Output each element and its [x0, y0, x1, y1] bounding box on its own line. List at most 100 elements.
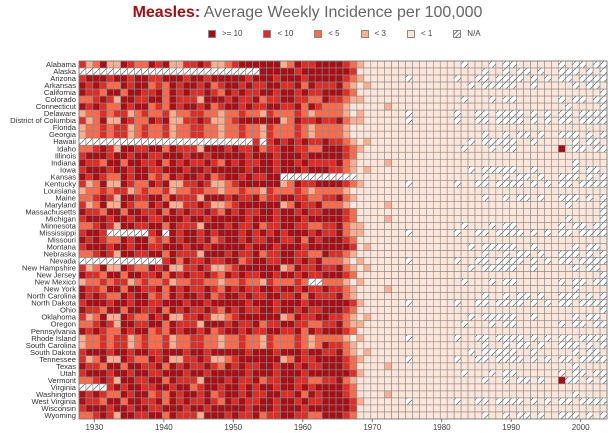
heatmap-cell: [460, 187, 469, 195]
heatmap-cell: [266, 243, 274, 251]
heatmap-cell: [516, 362, 524, 371]
heatmap-cell: [544, 102, 552, 111]
heatmap-cell: [433, 362, 441, 371]
heatmap-cell: [85, 102, 94, 111]
heatmap-cell: [113, 404, 121, 413]
heatmap-cell: [453, 187, 462, 195]
heatmap-cell: [224, 383, 233, 392]
heatmap-cell: [85, 187, 94, 195]
heatmap-cell: [516, 369, 524, 378]
heatmap-cell: [412, 278, 420, 286]
heatmap-cell: [433, 60, 441, 69]
heatmap-cell: [307, 383, 316, 392]
heatmap-cell: [280, 369, 288, 378]
heatmap-cell: [523, 306, 531, 315]
heatmap-cell: [488, 404, 497, 413]
heatmap-cell: [356, 215, 365, 223]
heatmap-cell: [412, 208, 420, 216]
heatmap-cell: [328, 292, 337, 300]
heatmap-cell: [419, 320, 427, 329]
heatmap-cell: [155, 158, 163, 167]
heatmap-cell: [502, 299, 511, 307]
heatmap-cell: [280, 60, 288, 69]
heatmap-cell: [141, 173, 149, 181]
heatmap-cell: [460, 362, 469, 371]
heatmap-cell: [99, 369, 108, 378]
heatmap-cell: [502, 137, 511, 146]
heatmap-cell: [363, 95, 372, 104]
heatmap-cell: [599, 194, 608, 202]
state-label: District of Columbia: [10, 116, 77, 125]
heatmap-cell: [398, 285, 406, 293]
heatmap-cell: [301, 187, 309, 195]
heatmap-cell: [363, 74, 372, 83]
heatmap-cell: [412, 130, 420, 139]
heatmap-cell: [141, 264, 149, 272]
heatmap-cell: [78, 390, 87, 399]
heatmap-cell: [210, 158, 219, 167]
heatmap-cell: [412, 285, 420, 293]
heatmap-cell: [141, 229, 149, 237]
heatmap-cell: [169, 173, 177, 181]
heatmap-cell: [377, 355, 385, 364]
state-label: Wisconsin: [41, 404, 76, 413]
heatmap-cell: [433, 320, 441, 329]
heatmap-cell: [391, 229, 399, 237]
heatmap-cell: [328, 376, 337, 385]
heatmap-cell: [85, 81, 94, 90]
heatmap-cell: [321, 81, 330, 90]
heatmap-cell: [155, 355, 163, 364]
heatmap-cell: [273, 320, 281, 329]
heatmap-cell: [155, 299, 163, 307]
heatmap-cell: [92, 376, 101, 385]
heatmap-cell: [585, 390, 594, 399]
heatmap-cell: [565, 299, 573, 307]
heatmap-cell: [488, 123, 497, 132]
heatmap-cell: [516, 278, 524, 286]
heatmap-cell: [169, 123, 177, 132]
heatmap-cell: [287, 348, 295, 357]
heatmap-cell: [356, 313, 365, 322]
heatmap-cell: [175, 144, 184, 153]
heatmap-cell: [433, 383, 441, 392]
heatmap-cell: [169, 327, 177, 336]
heatmap-cell: [433, 334, 441, 343]
heatmap-cell: [558, 257, 566, 265]
heatmap-cell: [585, 180, 594, 188]
heatmap-cell: [460, 306, 469, 315]
heatmap-cell: [523, 165, 531, 174]
heatmap-cell: [78, 383, 87, 392]
heatmap-cell: [342, 109, 351, 118]
heatmap-cell: [488, 173, 497, 181]
heatmap-cell: [585, 243, 594, 251]
heatmap-cell: [412, 243, 420, 251]
heatmap-cell: [85, 137, 94, 146]
heatmap-cell: [259, 376, 267, 385]
heatmap-cell: [370, 320, 379, 329]
heatmap-cell: [495, 215, 504, 223]
heatmap-cell: [252, 194, 260, 202]
heatmap-cell: [280, 81, 288, 90]
heatmap-cell: [92, 348, 101, 357]
heatmap-cell: [481, 194, 490, 202]
heatmap-cell: [544, 390, 552, 399]
heatmap-cell: [398, 355, 406, 364]
heatmap-cell: [558, 376, 566, 385]
heatmap-cell: [433, 341, 441, 350]
heatmap-cell: [592, 243, 601, 251]
heatmap-cell: [175, 397, 184, 406]
heatmap-cell: [182, 116, 191, 125]
heatmap-cell: [433, 411, 441, 420]
legend-swatch: [208, 29, 216, 38]
heatmap-cell: [148, 74, 156, 83]
heatmap-cell: [245, 60, 253, 69]
heatmap-cell: [523, 341, 531, 350]
heatmap-cell: [78, 236, 87, 244]
heatmap-cell: [141, 362, 149, 371]
heatmap-cell: [509, 158, 517, 167]
heatmap-cell: [495, 116, 504, 125]
heatmap-cell: [321, 215, 330, 223]
heatmap-cell: [412, 411, 420, 420]
heatmap-cell: [99, 250, 108, 258]
heatmap-cell: [134, 285, 142, 293]
